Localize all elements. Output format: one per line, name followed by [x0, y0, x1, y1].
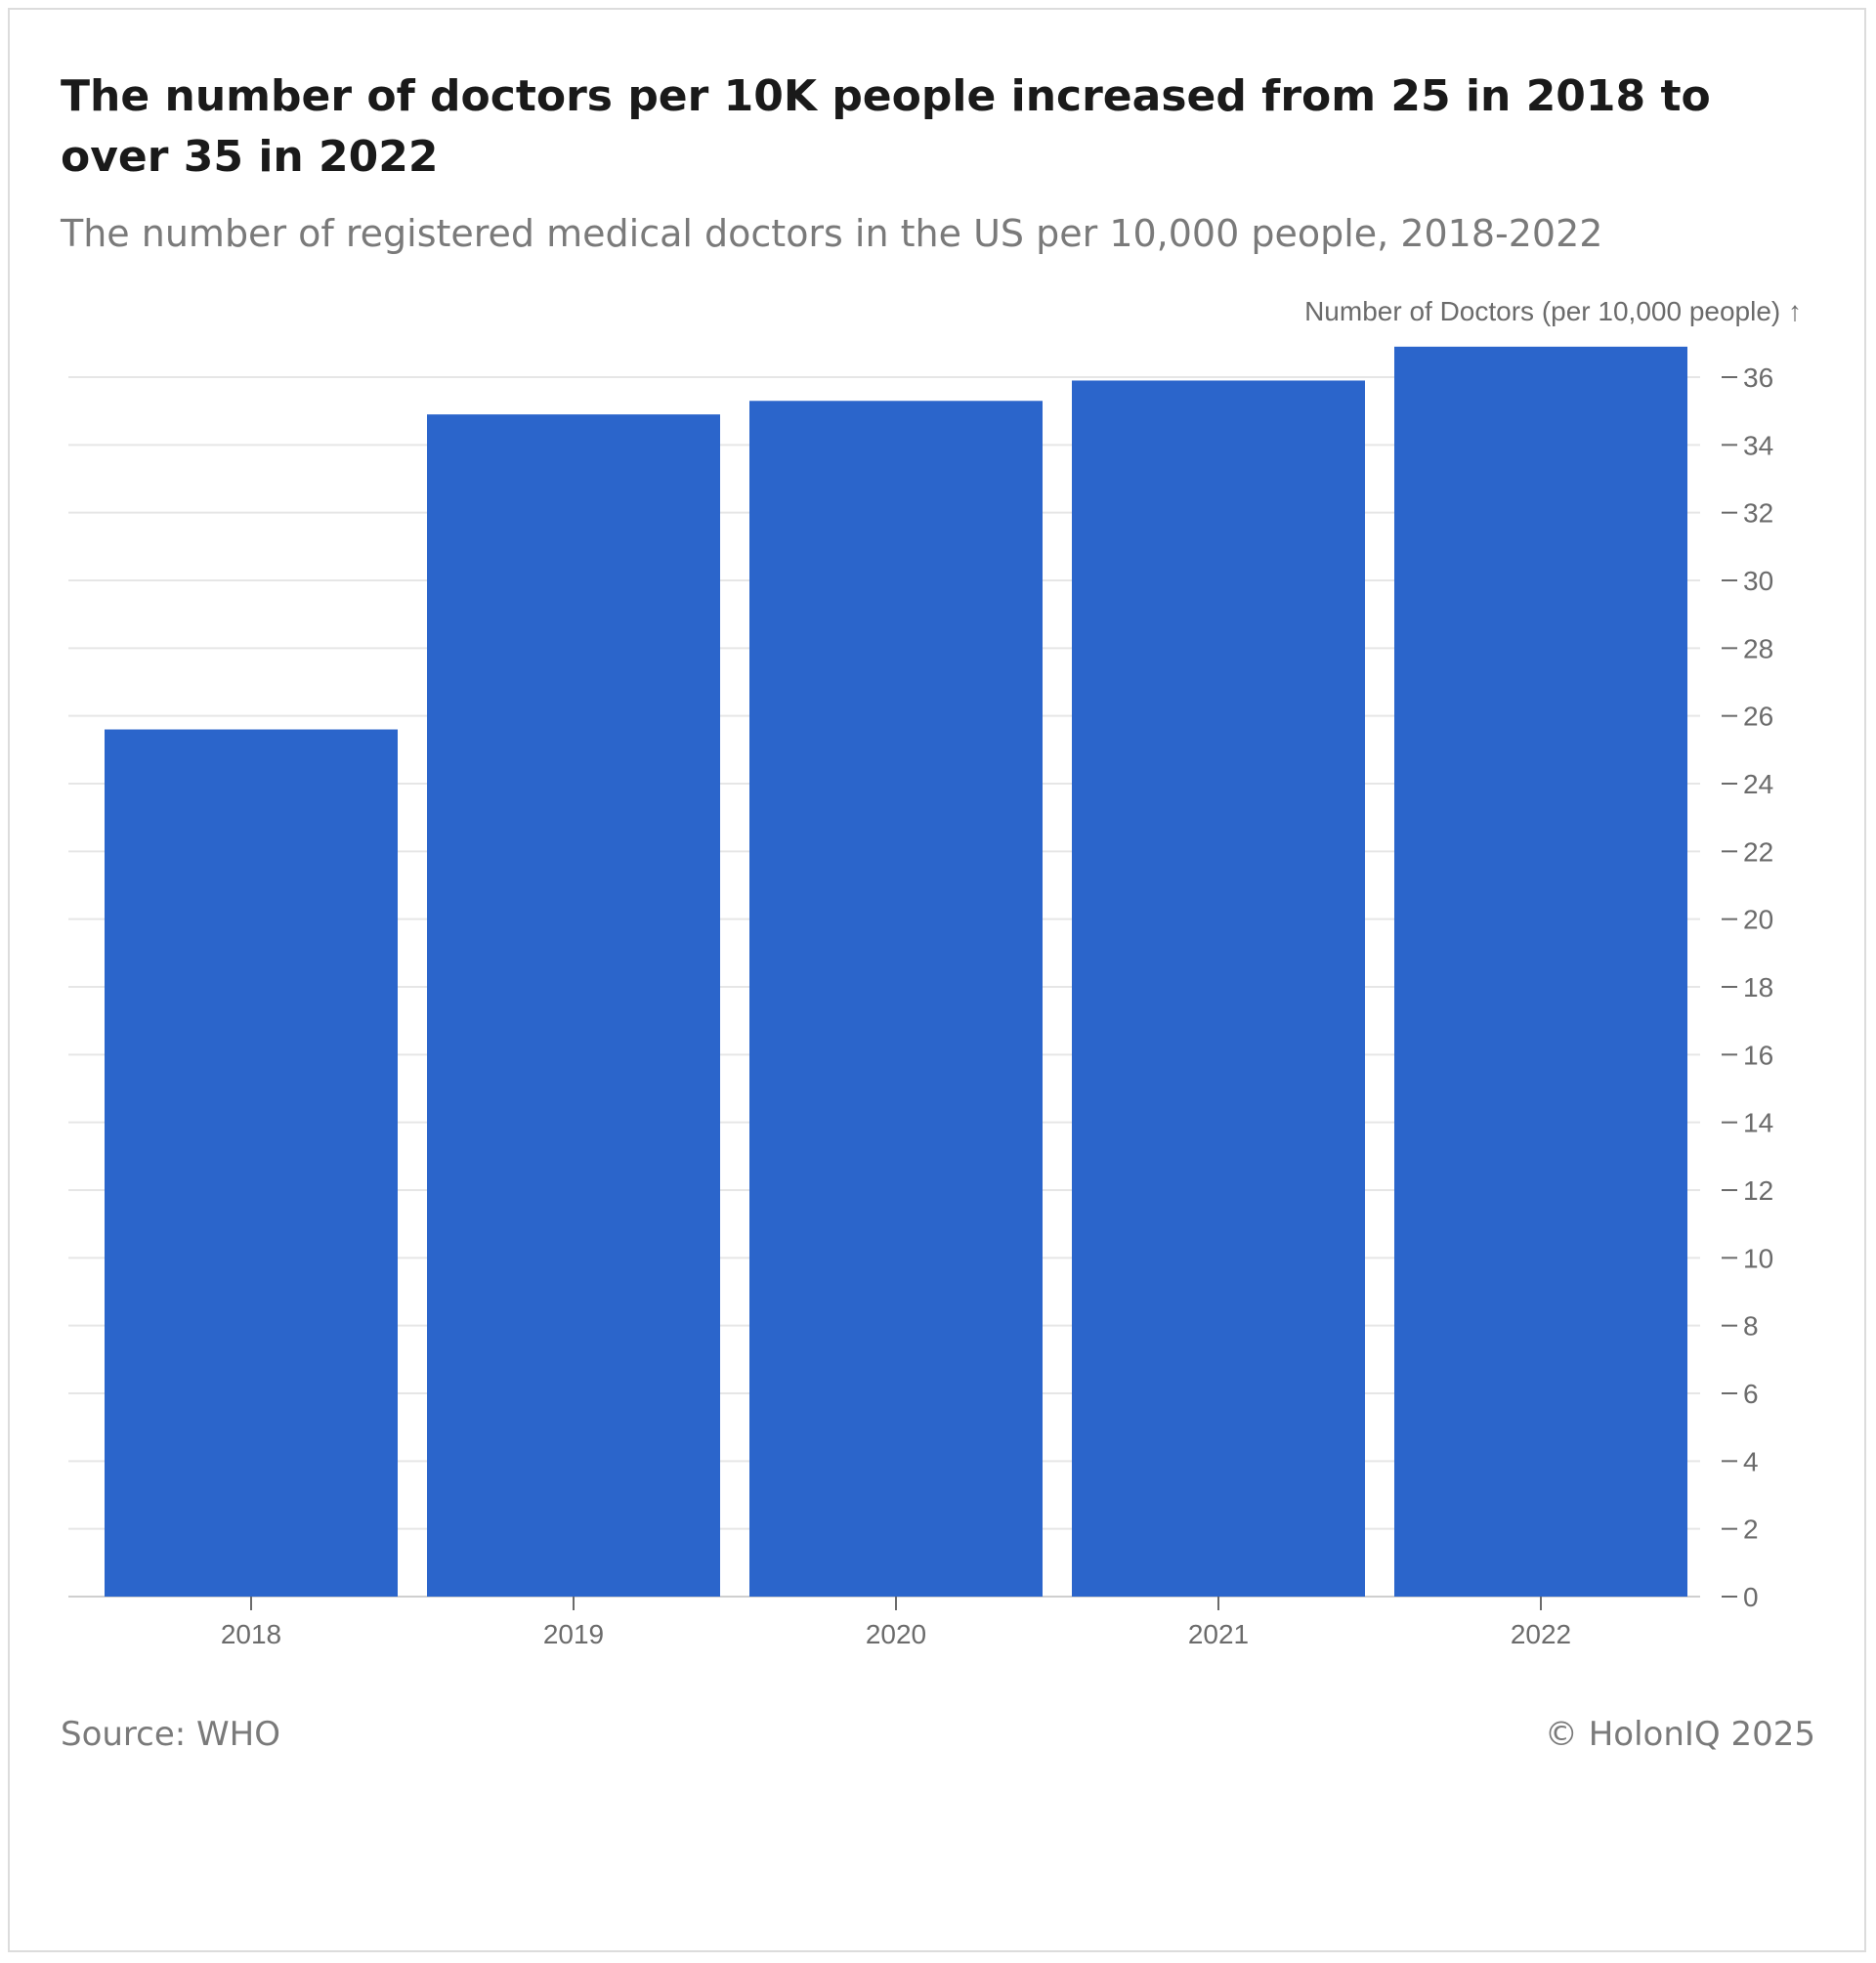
y-tick-label: 16 — [1743, 1040, 1773, 1070]
y-tick-label: 34 — [1743, 430, 1773, 460]
x-tick-label: 2018 — [221, 1619, 281, 1649]
x-tick-label: 2021 — [1188, 1619, 1249, 1649]
x-tick-label: 2019 — [543, 1619, 604, 1649]
copyright-note: © HolonIQ 2025 — [1544, 1715, 1815, 1754]
bar-2018 — [105, 729, 398, 1597]
bars — [105, 346, 1687, 1598]
y-tick-label: 10 — [1743, 1243, 1773, 1273]
y-tick-label: 28 — [1743, 633, 1773, 663]
y-tick-label: 22 — [1743, 836, 1773, 867]
y-tick-label: 14 — [1743, 1108, 1773, 1138]
y-tick-label: 26 — [1743, 702, 1773, 732]
x-tick-label: 2022 — [1511, 1619, 1571, 1649]
y-tick-label: 0 — [1743, 1582, 1759, 1612]
y-tick-label: 18 — [1743, 972, 1773, 1003]
y-tick-label: 30 — [1743, 566, 1773, 596]
y-tick-label: 32 — [1743, 498, 1773, 529]
source-note: Source: WHO — [61, 1715, 280, 1754]
y-axis-label: Number of Doctors (per 10,000 people) ↑ — [1304, 296, 1802, 326]
y-tick-label: 20 — [1743, 905, 1773, 935]
y-tick-label: 12 — [1743, 1175, 1773, 1206]
chart-title: The number of doctors per 10K people inc… — [61, 71, 1711, 182]
y-tick-label: 6 — [1743, 1379, 1759, 1409]
chart-subtitle: The number of registered medical doctors… — [61, 212, 1603, 255]
y-tick-label: 36 — [1743, 363, 1773, 393]
y-tick-label: 24 — [1743, 769, 1773, 799]
bar-2022 — [1394, 346, 1687, 1597]
bar-2019 — [427, 414, 720, 1598]
y-tick-label: 2 — [1743, 1515, 1759, 1545]
y-tick-label: 8 — [1743, 1311, 1759, 1342]
x-tick-label: 2020 — [866, 1619, 926, 1649]
y-tick-label: 4 — [1743, 1446, 1759, 1476]
bar-2020 — [749, 401, 1043, 1598]
bar-2021 — [1072, 380, 1365, 1597]
